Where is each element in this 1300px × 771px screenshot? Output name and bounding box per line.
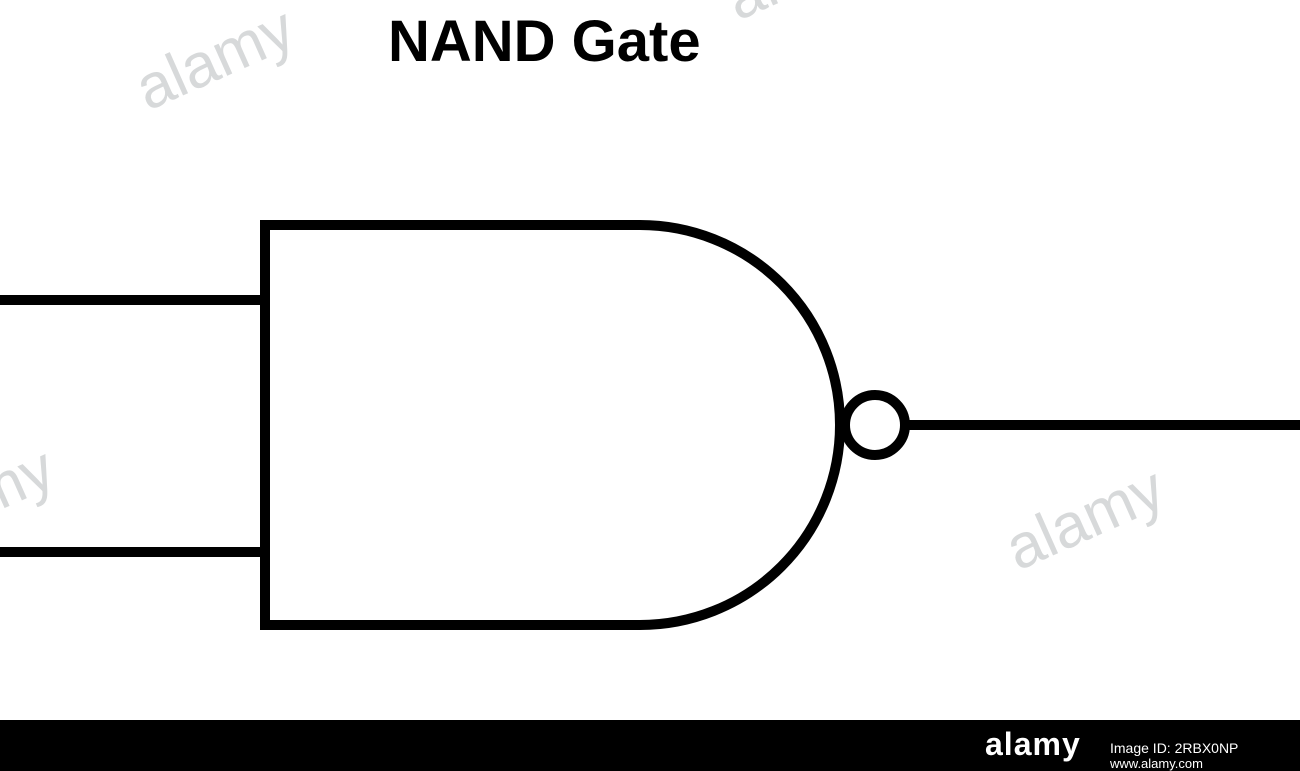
- footer-url: www.alamy.com: [1110, 756, 1203, 771]
- nand-gate-diagram: [0, 0, 1300, 771]
- footer-image-id: Image ID: 2RBX0NP: [1110, 740, 1238, 756]
- footer-bar: [0, 720, 1300, 771]
- footer-logo: alamy: [985, 726, 1081, 763]
